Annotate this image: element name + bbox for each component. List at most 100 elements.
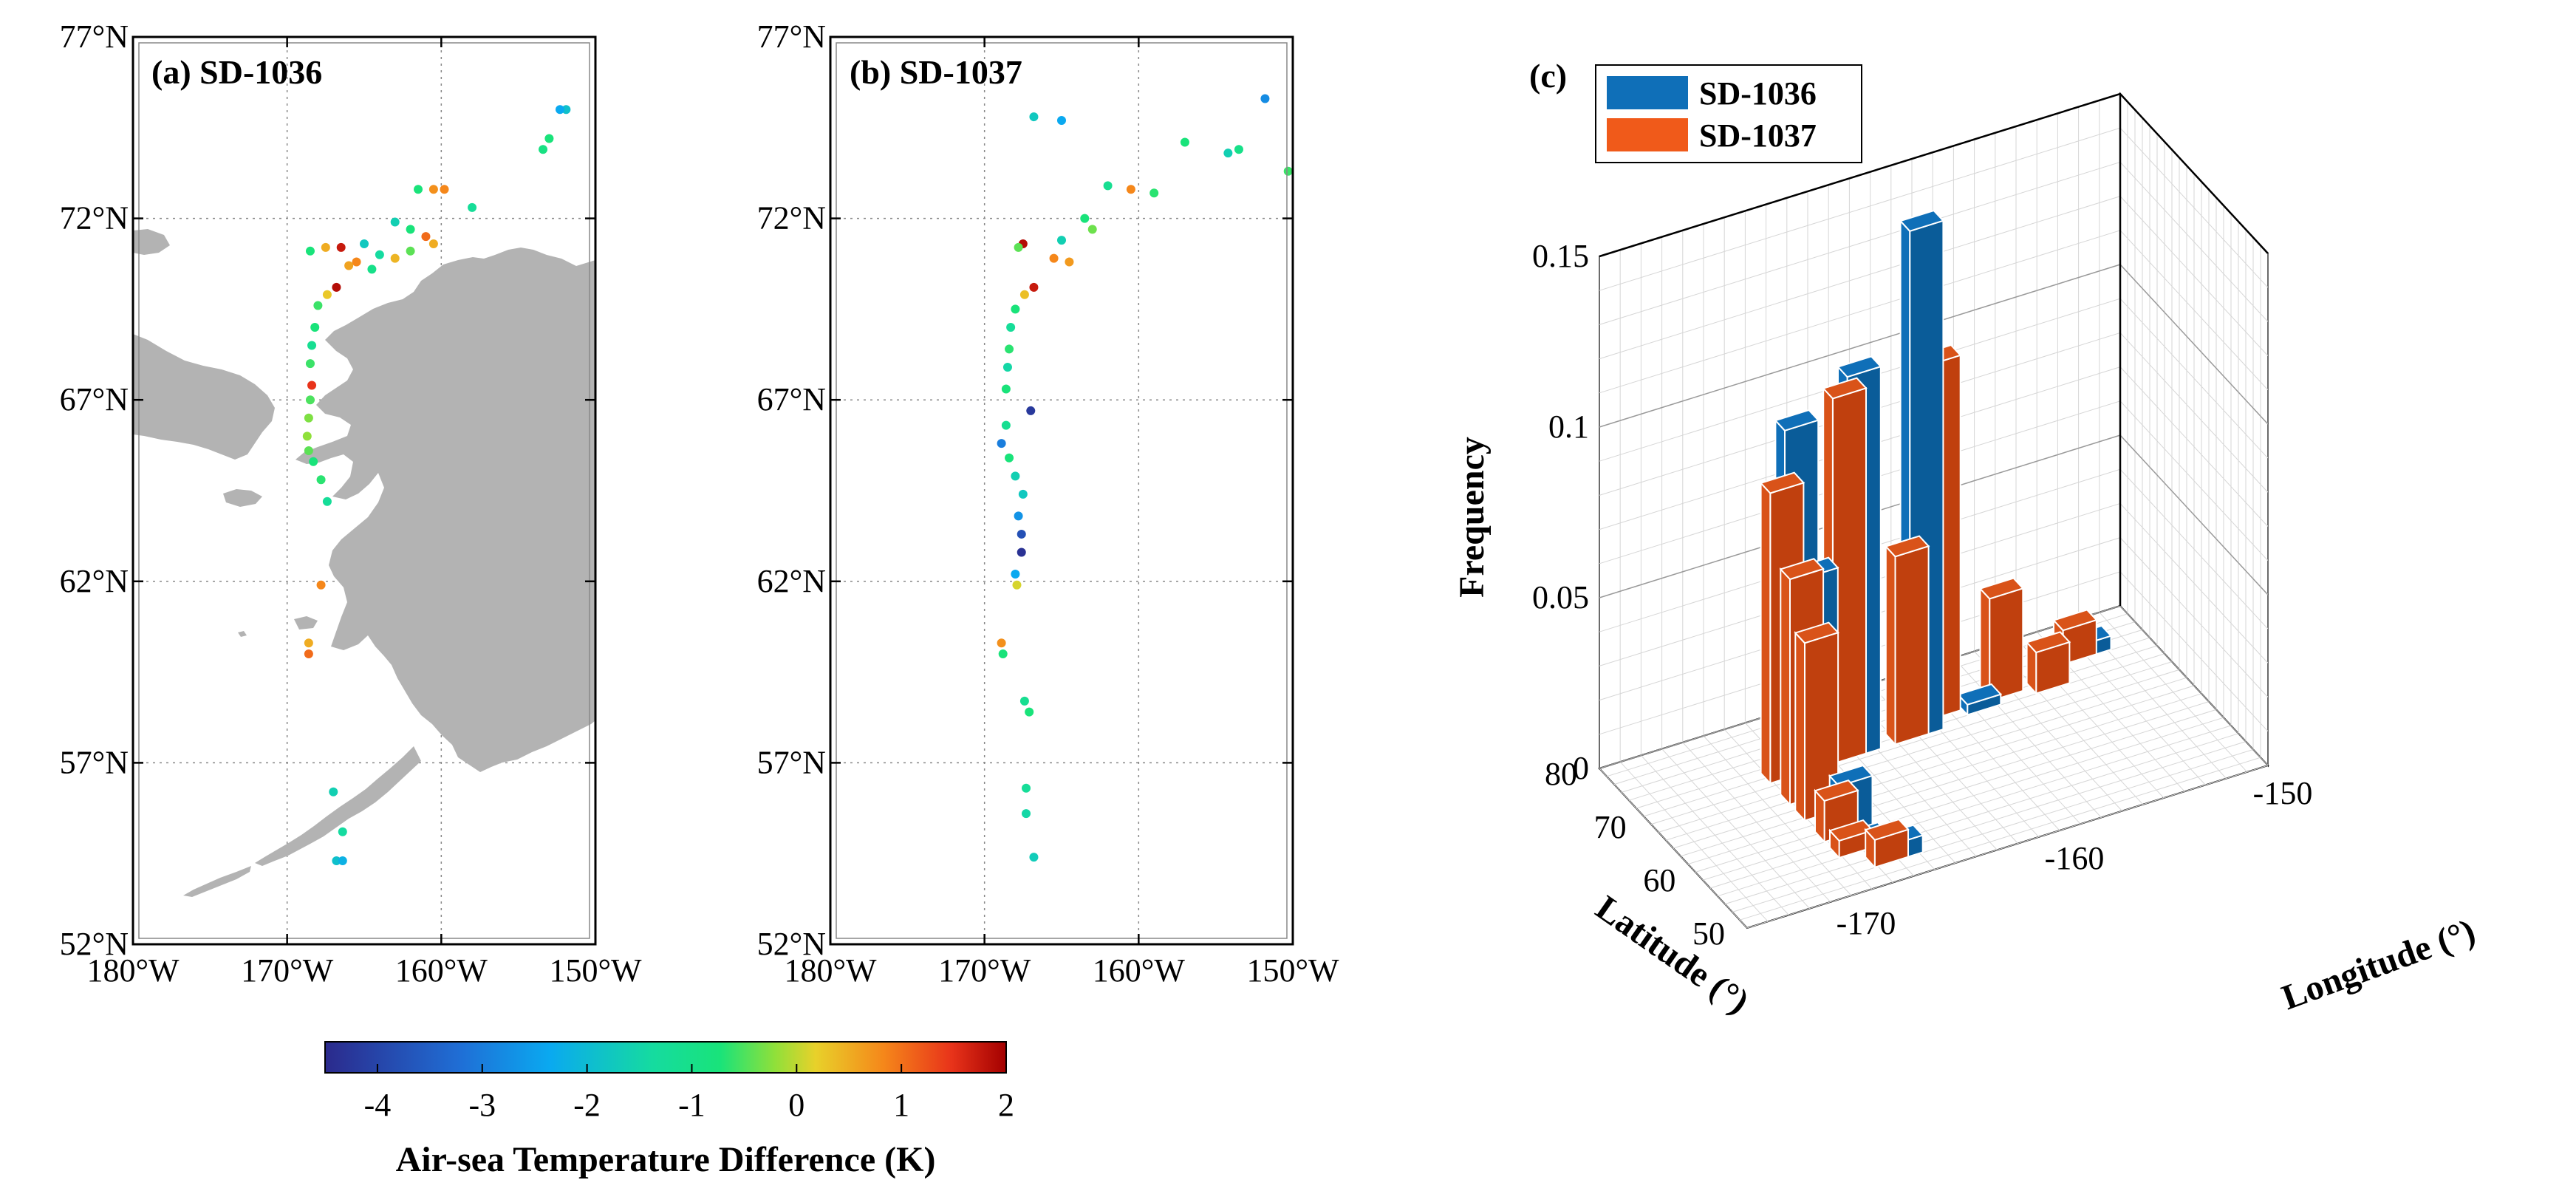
bar-face-top <box>1794 621 1839 644</box>
colorbar-tick-label: -2 <box>573 1087 601 1123</box>
data-point <box>414 185 423 194</box>
data-point <box>998 649 1008 659</box>
colorbar-tick-label: 2 <box>998 1087 1014 1123</box>
data-point <box>1019 290 1029 299</box>
land-st-lawrence-island <box>920 489 960 507</box>
data-point <box>1080 214 1090 223</box>
lon-tick-label: 180°W <box>86 952 180 989</box>
lat-tick-label: 57°N <box>757 744 826 780</box>
bar3d-ticks: 0 0.05 0.1 0.15 80 70 60 50 -150 -160 -170 <box>1532 238 2312 952</box>
z-tick-label: 0.05 <box>1532 579 1589 615</box>
x-axis-label: Longitude (°) <box>2277 912 2481 1017</box>
lon-tick-label: 180°W <box>784 952 877 989</box>
y-tick-label: 50 <box>1692 915 1725 952</box>
land-nunivak-island <box>294 616 318 630</box>
bar-face-top <box>1956 683 2003 706</box>
data-point <box>1001 420 1011 430</box>
bar-face-side <box>1780 567 1791 807</box>
legend: SD-1036 SD-1037 <box>1595 64 1862 163</box>
lat-tick-label: 52°N <box>757 926 826 962</box>
data-point <box>316 580 326 590</box>
data-point <box>322 290 332 299</box>
grid-line <box>1709 725 2232 889</box>
colorbar-tick-label: -1 <box>678 1087 706 1123</box>
data-point <box>556 105 565 115</box>
bar-face-front <box>1894 545 1930 746</box>
bar3d-panel-c: (c) 0 0.05 0.1 0.15 80 70 60 50 -150 -160 -170 Fre… <box>1452 57 2480 1022</box>
land-nunivak-island <box>991 616 1015 630</box>
data-point <box>1260 94 1270 103</box>
data-point <box>468 202 477 212</box>
lon-tick-label: 170°W <box>938 952 1031 989</box>
data-point <box>1026 406 1036 415</box>
data-point <box>1011 471 1020 481</box>
bar-face-top <box>1759 471 1805 494</box>
z-tick-label: 0.1 <box>1548 409 1589 445</box>
data-point <box>307 381 317 390</box>
data-point <box>1005 453 1014 463</box>
data-point <box>1017 547 1026 557</box>
data-point <box>544 134 554 143</box>
lon-tick-label: 150°W <box>549 952 642 989</box>
data-point <box>406 225 415 234</box>
data-point <box>1014 242 1023 252</box>
bar-face-side <box>1885 545 1896 746</box>
data-point <box>1180 137 1189 147</box>
legend-swatch-sd1036 <box>1607 76 1688 109</box>
grid-line <box>1673 685 2195 849</box>
panel-a-title: (a) SD-1036 <box>151 53 322 91</box>
bar-sd-1037 <box>1978 577 2025 703</box>
legend-label-sd1036: SD-1036 <box>1699 75 1817 112</box>
data-point <box>1017 529 1026 539</box>
data-point <box>1022 809 1031 819</box>
land-alaska-peninsula <box>952 746 1118 866</box>
data-point <box>1234 145 1243 154</box>
data-point <box>332 856 341 866</box>
bar-face-top <box>1837 355 1882 378</box>
data-point <box>539 145 548 154</box>
data-point <box>1049 253 1059 263</box>
grid-line <box>1717 733 2239 897</box>
land-alaska <box>993 248 1293 772</box>
land-aleutians <box>881 866 949 897</box>
data-point <box>428 185 438 194</box>
grid-line <box>1746 765 2269 929</box>
land-chukotka-north <box>133 229 170 255</box>
grid-line <box>1739 757 2261 921</box>
data-point <box>1019 696 1029 706</box>
lat-tick-label: 67°N <box>757 381 826 417</box>
data-point <box>352 257 361 267</box>
data-point <box>440 185 449 194</box>
data-point <box>329 787 338 796</box>
bar-sd-1037 <box>2025 631 2071 696</box>
data-point <box>390 217 400 227</box>
lat-tick-label: 57°N <box>60 744 129 780</box>
land-chukotka <box>133 334 275 460</box>
data-point <box>338 827 347 836</box>
land-alaska <box>295 248 595 772</box>
grid-line <box>1724 741 2247 905</box>
bar-face-top <box>1774 409 1820 431</box>
data-point <box>997 638 1006 648</box>
map-panel-a: (a) SD-1036 77°N 72°N 67°N 62°N 57°N 52°N180°… <box>60 18 642 989</box>
map-frame-inner <box>836 42 1288 939</box>
alaska-landmass <box>830 229 1293 897</box>
data-point <box>304 413 313 423</box>
grid-line <box>1732 748 2254 912</box>
data-point <box>1029 853 1039 862</box>
data-point <box>1011 569 1020 579</box>
colorbar-ticks: -4 -3 -2 -1 0 1 2 <box>364 1064 1014 1123</box>
data-point <box>1011 304 1020 314</box>
data-point <box>304 638 313 648</box>
bar-face-top <box>1864 818 1910 841</box>
lat-tick-label: 72°N <box>60 200 129 236</box>
data-point <box>305 359 315 369</box>
bar-face-top <box>1828 764 1874 788</box>
data-point <box>421 232 431 242</box>
grid-line <box>1665 677 2187 841</box>
data-point <box>309 457 318 466</box>
panel-c-title: (c) <box>1529 57 1567 95</box>
scatter-points-b <box>997 94 1293 862</box>
